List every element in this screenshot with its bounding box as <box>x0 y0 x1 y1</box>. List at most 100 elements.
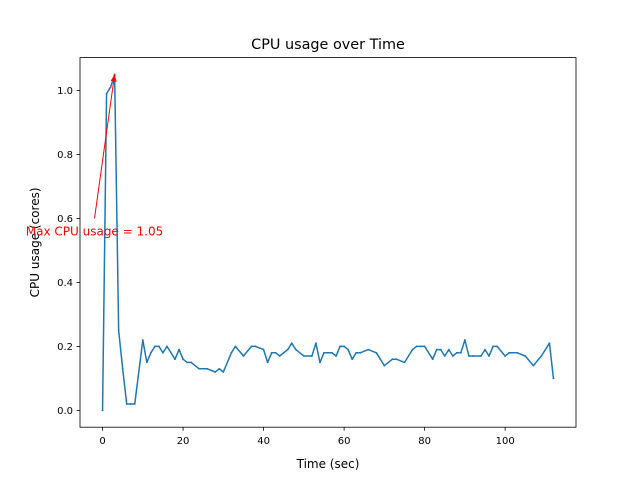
data-point <box>282 351 285 354</box>
data-point <box>117 329 120 332</box>
y-tick-label: 0.6 <box>57 214 73 225</box>
data-point <box>327 351 329 354</box>
x-tick-label: 60 <box>338 436 351 447</box>
data-point <box>149 351 152 354</box>
data-point <box>109 86 112 89</box>
data-point <box>302 355 305 357</box>
data-point <box>435 348 438 351</box>
data-point <box>125 403 128 405</box>
data-point <box>323 351 325 354</box>
data-point <box>455 351 458 354</box>
data-point <box>411 348 414 351</box>
data-point <box>484 348 486 351</box>
data-point <box>331 351 333 354</box>
data-point <box>129 403 132 405</box>
data-point <box>294 348 297 351</box>
data-point <box>182 358 184 361</box>
data-point <box>516 351 519 354</box>
data-point <box>524 355 527 357</box>
chart-title: CPU usage over Time <box>251 37 405 53</box>
data-point <box>262 348 265 351</box>
annotation-max-cpu-label: Max CPU usage = 1.05 <box>26 224 163 238</box>
data-point <box>419 345 422 348</box>
data-point <box>508 351 511 354</box>
data-point <box>347 348 350 351</box>
data-point <box>496 345 498 348</box>
data-point <box>133 403 136 405</box>
data-point <box>532 364 535 367</box>
data-point <box>121 367 124 370</box>
data-point <box>278 355 281 357</box>
y-tick-label: 0.2 <box>57 342 73 353</box>
data-point <box>488 355 490 357</box>
data-point <box>375 351 378 354</box>
y-tick-label: 0.4 <box>57 278 73 289</box>
data-point <box>391 358 394 361</box>
plot-frame <box>79 57 577 428</box>
x-axis-label: Time (sec) <box>296 457 360 471</box>
annotation-arrow-line <box>93 74 116 219</box>
data-point <box>335 355 337 357</box>
x-tick-label: 80 <box>418 436 431 447</box>
data-point <box>234 345 237 348</box>
data-point <box>274 351 277 354</box>
data-point <box>218 367 221 370</box>
x-tick-label: 40 <box>257 436 270 447</box>
data-point <box>472 355 474 357</box>
data-point <box>230 351 233 354</box>
data-point <box>286 348 289 351</box>
data-point <box>395 358 398 361</box>
data-point <box>403 361 406 364</box>
y-axis: 0.0 0.2 0.4 0.6 0.8 1.0 <box>57 86 80 417</box>
data-point <box>504 355 507 357</box>
data-point <box>431 358 434 361</box>
data-point <box>451 355 454 357</box>
data-point <box>242 355 245 357</box>
data-point <box>492 345 494 348</box>
data-point <box>463 339 466 341</box>
data-point <box>319 361 321 364</box>
data-point <box>153 345 156 348</box>
data-point <box>166 345 168 348</box>
data-point <box>105 92 108 95</box>
data-point <box>214 371 217 373</box>
y-axis-label: CPU usage (cores) <box>28 187 42 297</box>
data-point <box>339 345 341 348</box>
data-point <box>351 358 354 361</box>
data-point <box>439 348 442 351</box>
x-tick-label: 100 <box>496 436 515 447</box>
annotation-layer: Max CPU usage = 1.05 <box>26 74 163 238</box>
y-tick-label: 0.0 <box>57 406 73 417</box>
x-axis: 0 20 40 60 80 100 <box>99 427 515 447</box>
data-point <box>459 351 462 354</box>
data-point <box>101 409 104 412</box>
data-point <box>548 342 551 345</box>
y-tick-label: 0.8 <box>57 150 73 161</box>
data-point <box>141 339 144 341</box>
data-point <box>415 345 418 348</box>
data-point <box>367 348 370 351</box>
data-point <box>443 355 446 357</box>
data-point <box>355 351 358 354</box>
data-point <box>290 342 293 345</box>
data-point <box>359 351 362 354</box>
data-point <box>206 367 209 370</box>
data-point <box>315 342 317 345</box>
data-point <box>379 358 382 361</box>
data-point <box>540 355 543 357</box>
data-point <box>174 358 176 361</box>
data-point <box>178 348 180 351</box>
plot-area <box>101 73 555 412</box>
data-point <box>162 351 164 354</box>
data-point <box>343 345 346 348</box>
annotation-arrow-head <box>110 74 117 82</box>
data-point <box>158 345 160 348</box>
data-point <box>254 345 257 348</box>
data-point <box>145 361 148 364</box>
x-tick-label: 0 <box>99 436 105 447</box>
data-point <box>222 371 225 373</box>
data-point <box>266 361 269 364</box>
data-point <box>250 345 253 348</box>
